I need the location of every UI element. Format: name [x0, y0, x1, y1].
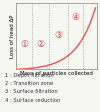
Text: 4 : Surface reduction: 4 : Surface reduction — [5, 98, 60, 103]
Text: 3 : Surface filtration: 3 : Surface filtration — [5, 89, 58, 95]
Text: ④: ④ — [72, 13, 80, 22]
Text: ②: ② — [37, 40, 45, 49]
Y-axis label: Loss of head ΔP: Loss of head ΔP — [10, 15, 15, 58]
Text: 2 : Transition zone: 2 : Transition zone — [5, 81, 53, 86]
Text: ③: ③ — [54, 31, 62, 40]
X-axis label: Mass of particles collected: Mass of particles collected — [20, 71, 93, 76]
Text: ①: ① — [20, 40, 28, 49]
Text: 1 : Depth filtration: 1 : Depth filtration — [5, 73, 54, 78]
